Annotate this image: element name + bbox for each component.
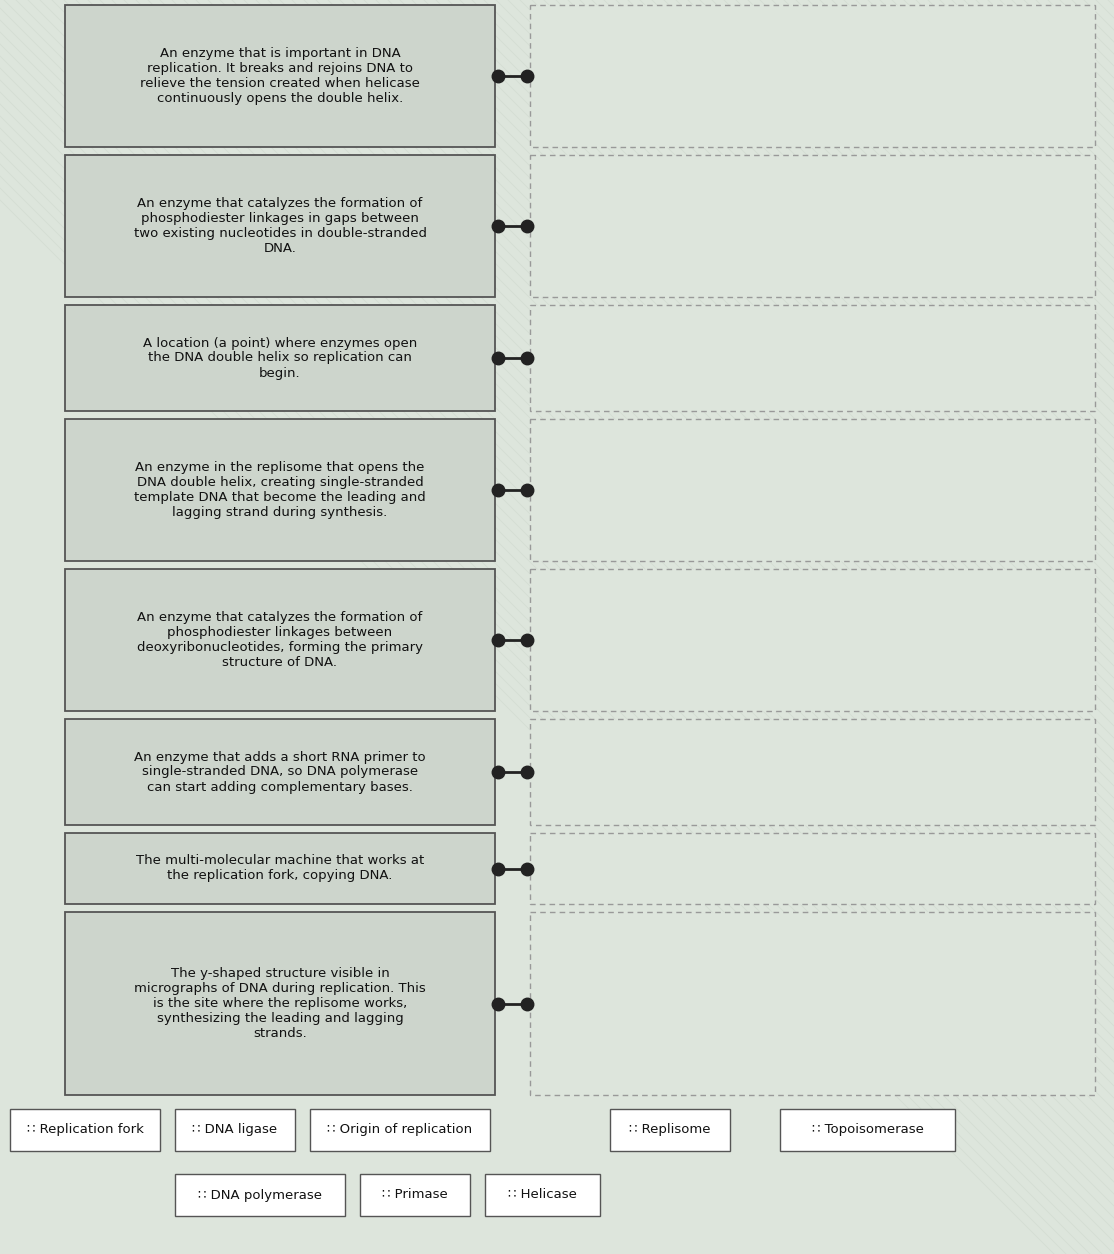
Text: An enzyme that catalyzes the formation of
phosphodiester linkages in gaps betwee: An enzyme that catalyzes the formation o… [134, 197, 427, 255]
Bar [175, 1174, 345, 1216]
Bar [10, 1109, 160, 1151]
Bar [65, 305, 495, 411]
Text: ∷ Topoisomerase: ∷ Topoisomerase [812, 1124, 924, 1136]
Bar [610, 1109, 730, 1151]
Text: An enzyme in the replisome that opens the
DNA double helix, creating single-stra: An enzyme in the replisome that opens th… [134, 461, 426, 519]
Bar [65, 5, 495, 147]
Bar [780, 1109, 955, 1151]
Text: ∷ Primase: ∷ Primase [382, 1189, 448, 1201]
Bar [530, 305, 1095, 411]
Bar [65, 912, 495, 1095]
Text: ∷ Helicase: ∷ Helicase [508, 1189, 577, 1201]
Bar [530, 155, 1095, 297]
Text: An enzyme that is important in DNA
replication. It breaks and rejoins DNA to
rel: An enzyme that is important in DNA repli… [140, 46, 420, 105]
Bar [65, 833, 495, 904]
Bar [65, 569, 495, 711]
Bar [65, 155, 495, 297]
Text: ∷ DNA ligase: ∷ DNA ligase [193, 1124, 277, 1136]
Bar [530, 912, 1095, 1095]
Bar [310, 1109, 490, 1151]
Bar [530, 419, 1095, 561]
Bar [530, 833, 1095, 904]
Bar [530, 719, 1095, 825]
Text: ∷ Origin of replication: ∷ Origin of replication [328, 1124, 472, 1136]
Text: ∷ DNA polymerase: ∷ DNA polymerase [198, 1189, 322, 1201]
Text: A location (a point) where enzymes open
the DNA double helix so replication can
: A location (a point) where enzymes open … [143, 336, 417, 380]
Bar [485, 1174, 600, 1216]
Bar [65, 419, 495, 561]
Text: ∷ Replication fork: ∷ Replication fork [27, 1124, 144, 1136]
Bar [530, 5, 1095, 147]
Bar [530, 569, 1095, 711]
Bar [360, 1174, 470, 1216]
Text: The multi-molecular machine that works at
the replication fork, copying DNA.: The multi-molecular machine that works a… [136, 854, 424, 883]
Bar [175, 1109, 295, 1151]
Text: The y-shaped structure visible in
micrographs of DNA during replication. This
is: The y-shaped structure visible in microg… [134, 967, 426, 1040]
Text: ∷ Replisome: ∷ Replisome [629, 1124, 711, 1136]
Text: An enzyme that catalyzes the formation of
phosphodiester linkages between
deoxyr: An enzyme that catalyzes the formation o… [137, 611, 423, 668]
Bar [65, 719, 495, 825]
Text: An enzyme that adds a short RNA primer to
single-stranded DNA, so DNA polymerase: An enzyme that adds a short RNA primer t… [134, 750, 426, 794]
